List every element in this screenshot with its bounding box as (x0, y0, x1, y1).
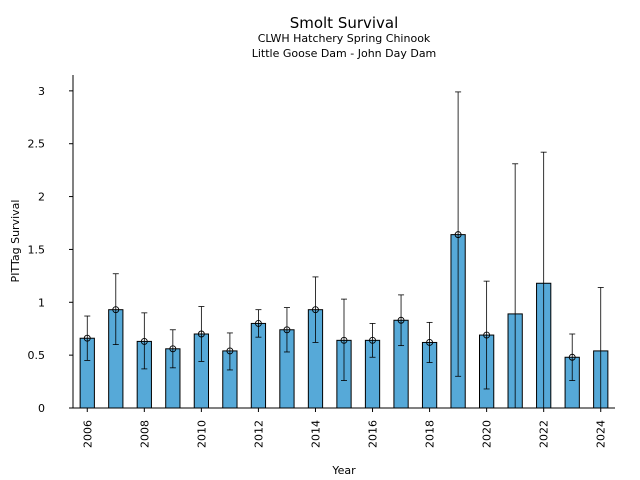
chart-title: Smolt Survival (290, 14, 399, 32)
point-marker-2020 (483, 331, 491, 339)
point-marker-2006 (83, 334, 91, 342)
point-marker-2019 (454, 231, 462, 239)
point-marker-2015 (340, 336, 348, 344)
chart-subtitle-line-2: Little Goose Dam - John Day Dam (252, 47, 437, 60)
plot-area: 0 0.5 1 1.5 2 2.5 3 2006 2008 2010 2012 2014 2016 201… (28, 75, 615, 448)
point-marker-2017 (397, 316, 405, 324)
point-marker-2007 (112, 306, 120, 314)
x-tick-label: 2012 (252, 420, 265, 448)
point-marker-2013 (283, 326, 291, 334)
x-tick-label: 2008 (138, 420, 151, 448)
point-marker-2014 (312, 306, 319, 314)
x-tick-label: 2014 (309, 420, 322, 448)
chart-subtitle-line-1: CLWH Hatchery Spring Chinook (258, 32, 431, 45)
point-marker-2010 (197, 330, 205, 338)
point-marker-2009 (169, 345, 177, 353)
y-tick-label: 1 (38, 296, 45, 309)
x-tick-label: 2010 (195, 420, 208, 448)
x-tick-label: 2024 (595, 420, 608, 448)
y-tick-label: 3 (38, 85, 45, 98)
point-marker-2008 (140, 337, 148, 345)
y-tick-label: 0 (38, 402, 45, 415)
point-marker-2023 (568, 353, 576, 361)
y-axis-label: PITTag Survival (9, 200, 22, 283)
y-tick-label: 1.5 (28, 243, 46, 256)
y-tick-label: 2.5 (28, 138, 46, 151)
x-tick-label: 2018 (424, 420, 437, 448)
x-tick-label: 2022 (538, 420, 551, 448)
x-tick-label: 2006 (81, 420, 94, 448)
y-tick-label: 2 (38, 191, 45, 204)
x-tick-label: 2020 (481, 420, 494, 448)
y-tick-label: 0.5 (28, 349, 46, 362)
point-marker-2018 (426, 339, 434, 346)
x-axis-label: Year (331, 464, 356, 477)
point-marker-2012 (254, 319, 262, 327)
point-marker-2011 (226, 347, 234, 355)
point-marker-2016 (369, 336, 376, 344)
x-tick-label: 2016 (367, 420, 380, 448)
